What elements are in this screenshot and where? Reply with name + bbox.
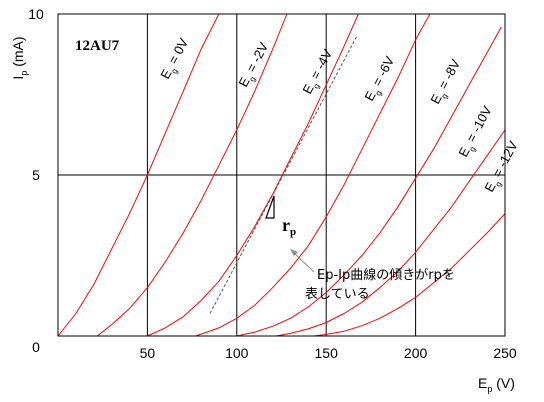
y-axis-label-sub: p [19, 71, 29, 76]
curve-label-minus-6v: Eg = -6V [361, 54, 400, 105]
y-tick-labels: 5 10 [28, 6, 44, 183]
curve-eg-minus-2v [96, 13, 288, 337]
tangent-line [209, 36, 358, 314]
origin-label: 0 [32, 339, 40, 355]
y-tick-label-5: 5 [32, 167, 40, 183]
x-tick-label-150: 150 [315, 345, 339, 361]
x-tick-label-200: 200 [404, 345, 428, 361]
curve-eg-minus-8v [236, 26, 502, 337]
y-tick-label-10: 10 [28, 6, 44, 22]
rp-symbol: rp [282, 215, 296, 238]
rp-triangle [265, 195, 275, 219]
grid-lines [58, 14, 505, 336]
note-arrow-head [290, 249, 298, 256]
y-axis-label-main: I [10, 76, 26, 80]
curve-eg-minus-4v [147, 13, 359, 337]
x-tick-labels: 50 100 150 200 250 [140, 345, 517, 361]
curve-label-minus-12v: Eg = -12V [481, 138, 523, 196]
y-axis-label-unit: (mA) [10, 36, 26, 70]
rp-symbol-sub: p [290, 226, 296, 238]
note-line-2: 表している [305, 287, 370, 302]
curve-eg-0v [57, 13, 220, 337]
curve-label-minus-2v: Eg = -2V [235, 40, 274, 91]
chart-title: 12AU7 [75, 38, 120, 54]
curve-eg-minus-10v [276, 129, 506, 337]
x-axis-label: Ep (V) [478, 375, 515, 394]
curve-eg-minus-12v [313, 213, 506, 337]
note-arrow-line [292, 251, 315, 273]
x-tick-label-50: 50 [140, 345, 156, 361]
rp-symbol-main: r [282, 215, 290, 235]
curve-label-0v: Eg = 0V [157, 35, 194, 82]
y-axis-label: Ip (mA) [10, 36, 29, 79]
x-tick-label-100: 100 [225, 345, 249, 361]
curve-eg-minus-6v [195, 13, 431, 337]
curve-label-minus-10v: Eg = -10V [455, 103, 497, 161]
x-axis-label-main: E [478, 375, 487, 391]
x-tick-label-250: 250 [493, 345, 517, 361]
x-axis-label-sub: p [487, 384, 492, 394]
note-line-1: Ep-Ip曲線の傾きがrpを [317, 267, 455, 283]
x-axis-label-unit: (V) [492, 375, 515, 391]
plate-curves [57, 13, 506, 337]
plot-frame [57, 13, 506, 337]
